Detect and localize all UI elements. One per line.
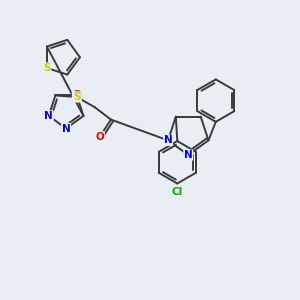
Text: O: O <box>95 132 104 142</box>
Text: O: O <box>72 91 81 100</box>
Text: N: N <box>44 111 53 121</box>
Text: N: N <box>164 135 172 146</box>
Text: Cl: Cl <box>172 187 183 197</box>
Text: S: S <box>43 63 51 73</box>
Text: S: S <box>73 92 80 102</box>
Text: N: N <box>62 124 70 134</box>
Text: N: N <box>184 150 193 160</box>
